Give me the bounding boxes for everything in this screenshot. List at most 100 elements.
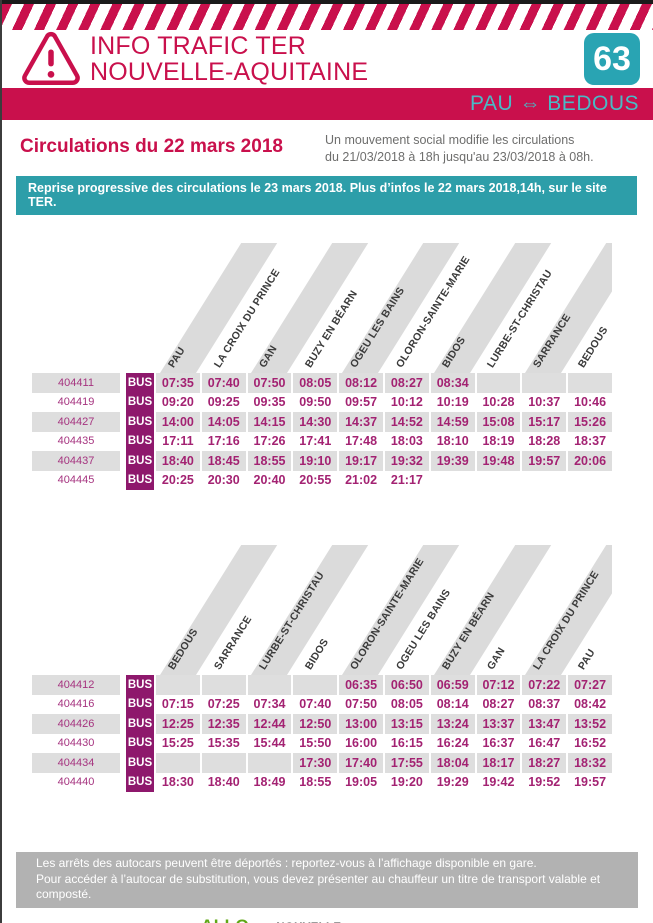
time-cell: 19:39 <box>430 451 477 471</box>
time-cell: 10:46 <box>574 395 607 410</box>
time-cell: 18:27 <box>522 753 569 773</box>
time-cell: 06:50 <box>384 675 431 695</box>
time-cell <box>476 373 523 393</box>
time-cell: 08:27 <box>384 373 431 393</box>
time-cell: 15:50 <box>293 733 340 753</box>
time-cell <box>522 373 569 393</box>
bus-badge: BUS <box>126 451 156 471</box>
time-cell: 18:10 <box>431 431 477 451</box>
time-cell <box>201 753 248 773</box>
time-cell <box>156 675 202 695</box>
time-cell: 08:05 <box>385 694 431 714</box>
time-cell: 09:57 <box>339 392 385 412</box>
timetable-row: 404445 BUS 20:25 20:30 20:40 20:55 21:02 21:17 <box>32 470 612 491</box>
time-cell: 18:17 <box>476 753 523 773</box>
time-cell: 13:47 <box>522 714 569 734</box>
title-line-1: INFO TRAFIC TER <box>90 32 306 60</box>
time-cell: 07:35 <box>156 373 202 393</box>
time-cell: 18:32 <box>568 753 612 773</box>
bus-badge: BUS <box>126 675 156 695</box>
time-cell <box>568 471 612 491</box>
time-cell: 21:02 <box>339 470 385 490</box>
timetable-row: 404412 BUS 06:35 06:50 06:59 07:12 07:22 07:27 <box>32 675 612 695</box>
time-cell: 12:35 <box>201 714 248 734</box>
station-label: GAN <box>485 645 508 672</box>
time-cell: 17:41 <box>293 431 340 451</box>
disruption-description: Un mouvement social modifie les circulat… <box>325 132 637 166</box>
time-cell: 08:14 <box>431 694 477 714</box>
time-cell: 16:00 <box>339 733 385 753</box>
warning-triangle-icon <box>20 29 82 91</box>
hazard-stripes-band <box>2 4 653 30</box>
time-cell: 17:16 <box>202 431 248 451</box>
time-cell: 17:48 <box>339 431 385 451</box>
time-cell: 18:49 <box>248 772 294 792</box>
time-cell: 14:59 <box>430 412 477 432</box>
time-cell: 19:42 <box>477 772 523 792</box>
time-cell <box>293 675 340 695</box>
time-cell: 19:48 <box>476 451 523 471</box>
timetable-row: 404426 BUS 12:25 12:35 12:44 12:50 13:00 13:15 1… <box>32 714 612 734</box>
time-cell: 08:37 <box>522 694 569 714</box>
time-cell: 13:24 <box>430 714 477 734</box>
time-cell: 08:27 <box>477 694 523 714</box>
time-cell: 07:34 <box>248 694 294 714</box>
note-line-2: Pour accéder à l’autocar de substitution… <box>36 871 601 902</box>
time-cell: 18:40 <box>202 772 248 792</box>
time-cell: 18:28 <box>522 431 569 451</box>
time-cell: 06:35 <box>339 675 385 695</box>
train-number: 404412 <box>32 675 120 695</box>
line-number-badge: 63 <box>584 33 640 85</box>
time-cell: 08:12 <box>339 373 385 393</box>
time-cell <box>431 470 477 490</box>
resume-info-banner: Reprise progressive des circulations le … <box>16 176 637 215</box>
time-cell: 07:22 <box>522 675 569 695</box>
time-cell: 16:37 <box>477 733 523 753</box>
time-cell: 18:30 <box>156 772 202 792</box>
time-cell: 15:26 <box>568 412 612 432</box>
bus-badge: BUS <box>126 470 156 490</box>
time-cell: 17:30 <box>293 753 340 773</box>
time-cell: 07:50 <box>339 694 385 714</box>
time-cell: 17:55 <box>384 753 431 773</box>
time-cell: 10:37 <box>522 392 569 412</box>
timetable-row: 404434 BUS 17:30 17:40 17:55 18:04 18:17 18:27 1… <box>32 753 612 773</box>
timetable-row: 404419 BUS 09:20 09:25 09:35 09:50 09:57 10:12 1… <box>32 392 612 412</box>
time-cell: 16:52 <box>574 736 607 751</box>
time-cell: 08:05 <box>293 373 340 393</box>
time-cell: 13:52 <box>568 714 612 734</box>
time-cell: 14:05 <box>201 412 248 432</box>
time-cell: 19:10 <box>293 451 340 471</box>
time-cell: 19:52 <box>522 772 569 792</box>
bus-badge: BUS <box>126 412 156 432</box>
time-cell: 07:40 <box>201 373 248 393</box>
time-cell: 16:47 <box>522 733 569 753</box>
time-cell: 12:44 <box>247 714 294 734</box>
time-cell: 09:20 <box>156 392 202 412</box>
time-cell: 10:19 <box>431 392 477 412</box>
note-line-1: Les arrêts des autocars peuvent être dép… <box>36 856 537 870</box>
route-label: PAU ⇔ BEDOUS <box>470 92 639 115</box>
time-cell: 07:40 <box>293 694 340 714</box>
bus-badge: BUS <box>126 753 156 773</box>
timetable-outbound: PAU LA CROIX DU PRINCE GAN BUZY EN BÉARN OGE… <box>32 243 612 490</box>
bus-badge: BUS <box>126 373 156 393</box>
time-cell: 15:25 <box>156 733 202 753</box>
time-cell: 20:06 <box>568 451 612 471</box>
timetable-return: BEDOUS SARRANCE LURBE-ST-CHRISTAU BIDOS OLOR… <box>32 545 612 792</box>
station-label: PAU <box>576 646 599 672</box>
bus-badge: BUS <box>126 714 156 734</box>
time-cell: 16:15 <box>385 733 431 753</box>
time-cell: 08:42 <box>574 697 607 712</box>
time-cell: 14:52 <box>384 412 431 432</box>
time-cell <box>522 470 569 490</box>
time-cell: 09:25 <box>202 392 248 412</box>
time-cell: 09:50 <box>293 392 340 412</box>
time-cell: 18:03 <box>385 431 431 451</box>
coach-note-band: Les arrêts des autocars peuvent être dép… <box>16 852 638 908</box>
time-cell: 21:17 <box>385 470 431 490</box>
timetable-row: 404437 BUS 18:40 18:45 18:55 19:10 19:17 19:32 1… <box>32 451 612 471</box>
train-number: 404434 <box>32 753 120 773</box>
time-cell: 20:40 <box>248 470 294 490</box>
